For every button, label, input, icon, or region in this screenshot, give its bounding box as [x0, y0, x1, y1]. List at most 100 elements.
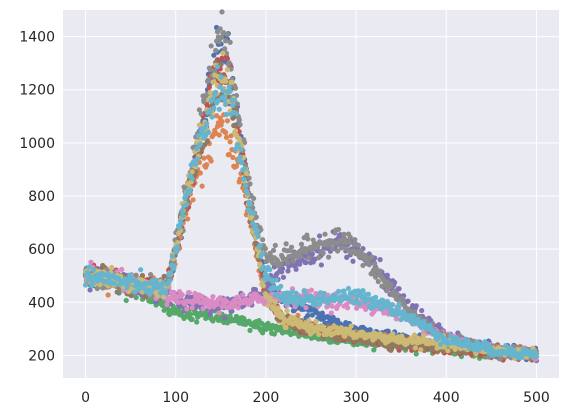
data-point: [303, 249, 309, 255]
data-point: [181, 184, 187, 190]
data-point: [196, 107, 202, 113]
data-point: [194, 146, 200, 152]
data-point: [278, 261, 284, 267]
data-point: [351, 241, 357, 248]
data-point: [309, 312, 315, 318]
data-point: [230, 154, 236, 161]
data-point: [306, 318, 312, 324]
data-point: [410, 312, 417, 319]
data-point: [285, 268, 291, 274]
data-point: [252, 223, 259, 229]
data-point: [372, 260, 378, 267]
data-point: [293, 266, 299, 272]
data-point: [218, 74, 224, 80]
data-point: [272, 299, 278, 305]
data-point: [216, 310, 222, 316]
data-point: [197, 170, 203, 176]
data-point: [123, 297, 129, 304]
data-point: [253, 214, 259, 220]
data-point: [344, 254, 350, 261]
data-point: [241, 176, 247, 182]
data-point: [223, 298, 230, 304]
data-point: [301, 287, 307, 294]
data-point: [360, 288, 366, 294]
data-point: [133, 272, 139, 278]
data-point: [394, 291, 400, 297]
data-point: [205, 77, 212, 83]
data-point: [280, 320, 287, 326]
data-point: [313, 318, 319, 325]
data-point: [219, 55, 225, 61]
data-point: [260, 330, 266, 336]
data-point: [222, 46, 228, 52]
series-9: [82, 64, 540, 361]
data-point: [306, 255, 312, 261]
data-point: [241, 165, 248, 172]
data-point: [288, 244, 295, 250]
data-point: [233, 163, 240, 169]
data-point: [208, 43, 214, 49]
data-point: [497, 356, 503, 362]
data-point: [367, 327, 373, 333]
data-point: [105, 292, 111, 298]
data-point: [138, 267, 144, 273]
data-point: [341, 288, 347, 294]
data-point: [254, 227, 260, 234]
data-point: [184, 306, 190, 312]
data-point: [176, 299, 182, 305]
data-point: [329, 303, 335, 309]
data-point: [247, 327, 253, 333]
data-point: [223, 101, 229, 107]
data-point: [220, 50, 226, 56]
data-point: [305, 236, 311, 242]
data-point: [320, 250, 326, 256]
data-point: [124, 285, 130, 291]
data-point: [224, 56, 231, 62]
data-point: [179, 208, 185, 214]
data-point: [133, 294, 139, 301]
data-point: [385, 328, 391, 334]
data-point: [279, 265, 286, 272]
data-point: [226, 84, 232, 90]
data-point: [345, 305, 351, 311]
data-point: [316, 331, 322, 337]
data-point: [166, 278, 173, 284]
data-point: [388, 347, 394, 353]
data-point: [309, 251, 315, 257]
data-point: [375, 278, 381, 285]
data-point: [366, 262, 372, 268]
data-point: [336, 337, 343, 343]
data-point: [298, 241, 305, 247]
data-point: [227, 139, 233, 145]
data-point: [329, 245, 335, 252]
data-point: [149, 277, 156, 283]
data-point: [88, 276, 94, 282]
data-point: [238, 146, 244, 152]
data-point: [420, 332, 427, 339]
data-point: [341, 231, 347, 237]
data-point: [217, 84, 223, 90]
data-point: [412, 345, 418, 351]
data-point: [251, 210, 257, 216]
data-point: [345, 247, 351, 253]
data-point: [308, 287, 315, 293]
data-point: [240, 292, 246, 298]
data-point: [237, 154, 243, 160]
data-point: [229, 308, 235, 314]
data-point: [377, 268, 383, 274]
data-point: [222, 97, 228, 103]
data-point: [197, 300, 203, 306]
data-point: [322, 231, 328, 237]
data-point: [234, 101, 240, 107]
data-point: [252, 240, 259, 246]
data-point: [218, 35, 224, 41]
data-point: [178, 220, 184, 226]
data-point: [413, 351, 419, 357]
data-point: [293, 290, 299, 296]
data-point: [223, 134, 230, 140]
data-point: [369, 254, 375, 260]
data-point: [176, 224, 183, 231]
data-point: [217, 26, 223, 32]
data-point: [389, 302, 395, 308]
data-point: [186, 290, 193, 296]
